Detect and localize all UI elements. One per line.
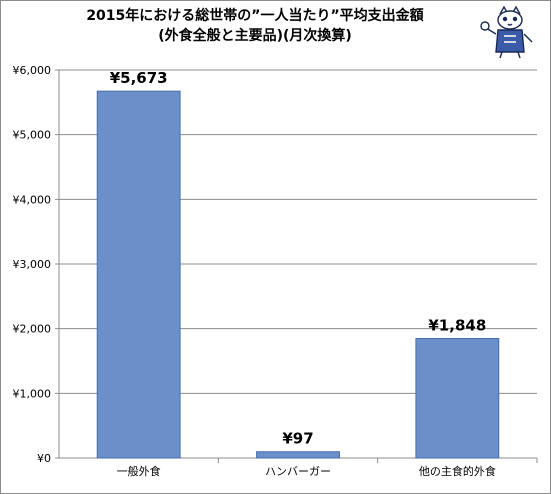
y-tick-label: ¥2,000 bbox=[13, 323, 52, 336]
bar bbox=[96, 90, 181, 459]
chart-title: 2015年における総世帯の”一人当たり”平均支出金額 (外食全般と主要品)(月次… bbox=[40, 6, 470, 46]
y-tick-label: ¥1,000 bbox=[13, 387, 52, 400]
x-tick-label: 一般外食 bbox=[117, 464, 161, 478]
data-label: ¥1,848 bbox=[428, 316, 486, 334]
chart-title-line-1: 2015年における総世帯の”一人当たり”平均支出金額 bbox=[86, 8, 424, 24]
x-tick-label: ハンバーガー bbox=[265, 465, 331, 478]
y-tick-label: ¥0 bbox=[37, 452, 51, 465]
y-tick-label: ¥5,000 bbox=[13, 129, 52, 142]
x-tick-label: 他の主食的外食 bbox=[419, 464, 496, 478]
y-tick-label: ¥4,000 bbox=[13, 193, 52, 206]
bar bbox=[415, 337, 500, 459]
data-label: ¥5,673 bbox=[110, 69, 168, 87]
y-tick-label: ¥3,000 bbox=[13, 258, 52, 271]
mascot-icon bbox=[480, 5, 533, 59]
data-label: ¥97 bbox=[282, 430, 313, 448]
bar bbox=[256, 451, 340, 459]
chart-title-line-2: (外食全般と主要品)(月次換算) bbox=[158, 28, 352, 44]
y-tick-label: ¥6,000 bbox=[13, 64, 52, 77]
